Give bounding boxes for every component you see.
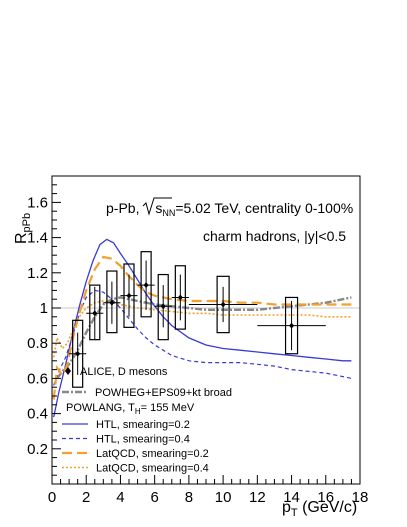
y-tick-label: 0.4 xyxy=(27,406,48,423)
series-line-3 xyxy=(52,255,352,400)
x-tick-label: 2 xyxy=(82,489,90,506)
x-tick-label: 16 xyxy=(317,489,334,506)
point-marker xyxy=(75,350,81,357)
data-point-1 xyxy=(86,284,104,341)
x-tick-label: 14 xyxy=(283,489,300,506)
data-point-0 xyxy=(69,319,87,388)
point-marker xyxy=(126,292,132,299)
y-tick-label: 1 xyxy=(40,300,48,317)
data-point-7 xyxy=(188,275,258,334)
sys-box xyxy=(140,251,152,318)
series-line-1 xyxy=(53,238,352,418)
point-marker xyxy=(220,301,226,308)
legend-label-2: HTL, smearing=0.4 xyxy=(96,434,190,446)
annotation-collision: p-Pb, sNN=5.02 TeV, centrality 0-100% xyxy=(106,200,353,218)
data-point-8 xyxy=(257,296,326,355)
y-tick-label: 1.2 xyxy=(27,265,48,282)
point-marker xyxy=(160,303,166,310)
x-tick-label: 12 xyxy=(249,489,266,506)
point-marker xyxy=(289,322,295,329)
x-axis-label-tail: (GeV/c) xyxy=(298,499,358,516)
sys-box xyxy=(106,270,118,334)
x-tick-label: 10 xyxy=(215,489,232,506)
series-line-0 xyxy=(56,296,352,380)
legend-model-header: POWLANG, TH= 155 MeV xyxy=(66,402,195,416)
x-tick-label: 8 xyxy=(185,489,193,506)
legend-label-4: LatQCD, smearing=0.4 xyxy=(96,463,209,475)
y-tick-label: 0.2 xyxy=(27,441,48,458)
x-tick-label: 4 xyxy=(116,489,124,506)
x-tick-label: 0 xyxy=(48,489,56,506)
y-tick-label: 1.6 xyxy=(27,194,48,211)
series-line-4 xyxy=(52,300,352,358)
x-axis-label: pT (GeV/c) xyxy=(282,499,357,519)
legend-label-powheg: POWHEG+EPS09+kt broad xyxy=(95,387,232,399)
y-tick-label: 0.8 xyxy=(27,335,48,352)
data-point-6 xyxy=(171,265,189,330)
x-tick-label: 6 xyxy=(150,489,158,506)
data-point-5 xyxy=(154,273,172,341)
y-tick-label: 1.4 xyxy=(27,230,48,247)
legend-marker-data xyxy=(65,367,71,375)
legend-label-data: ALICE, D mesons xyxy=(80,366,168,378)
y-tick-label: 0.6 xyxy=(27,370,48,387)
x-tick-label: 18 xyxy=(352,489,369,506)
data-point-3 xyxy=(120,263,138,328)
point-marker xyxy=(177,294,183,301)
sys-box xyxy=(157,273,169,341)
legend-label-1: HTL, smearing=0.2 xyxy=(96,419,190,431)
data-point-2 xyxy=(103,270,121,334)
sqrt-symbol xyxy=(142,197,172,216)
data-point-4 xyxy=(137,251,155,318)
annotation-selection: charm hadrons, |y|<0.5 xyxy=(203,228,346,244)
point-marker xyxy=(109,299,115,306)
point-marker xyxy=(92,310,98,317)
legend-label-3: LatQCD, smearing=0.2 xyxy=(96,448,209,460)
point-marker xyxy=(143,282,149,289)
y-axis-label-subscript: pPb xyxy=(21,213,33,233)
